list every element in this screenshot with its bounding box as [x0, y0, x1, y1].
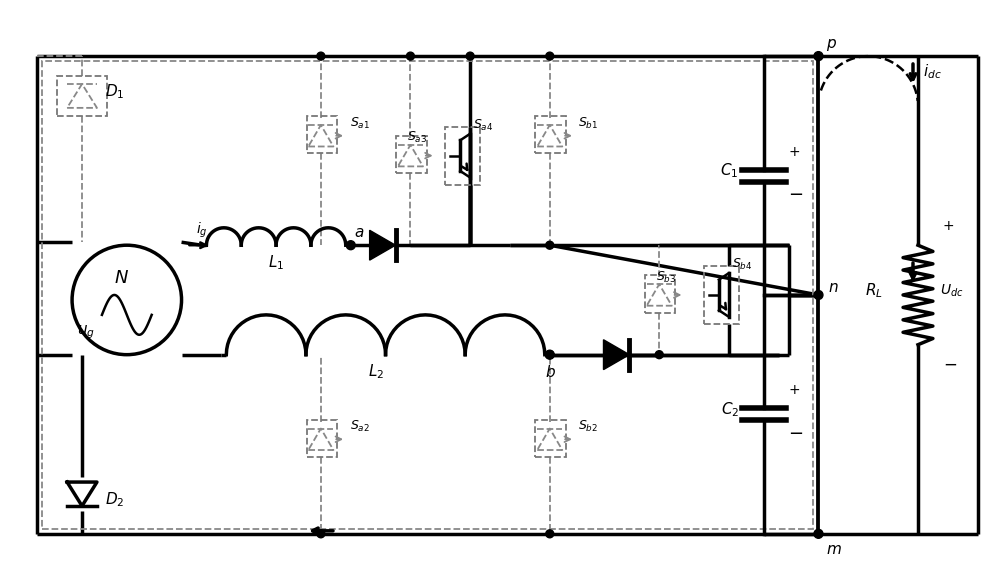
- Text: $S_{b3}$: $S_{b3}$: [656, 270, 677, 285]
- Circle shape: [655, 351, 663, 359]
- Text: $D_1$: $D_1$: [105, 82, 124, 101]
- Text: −: −: [789, 426, 804, 443]
- Circle shape: [317, 52, 325, 60]
- Text: $S_{b4}$: $S_{b4}$: [732, 257, 752, 272]
- Circle shape: [814, 530, 823, 538]
- Bar: [307, 420, 337, 457]
- Circle shape: [546, 351, 554, 359]
- Circle shape: [346, 241, 355, 250]
- Text: $i_{dc}$: $i_{dc}$: [923, 62, 942, 81]
- Circle shape: [814, 52, 823, 60]
- Polygon shape: [603, 340, 629, 370]
- Circle shape: [545, 350, 554, 359]
- Text: $S_{a4}$: $S_{a4}$: [473, 118, 493, 133]
- Polygon shape: [370, 230, 396, 260]
- Text: $C_1$: $C_1$: [720, 162, 739, 180]
- Text: $C_2$: $C_2$: [721, 400, 739, 419]
- Bar: [645, 275, 675, 313]
- Bar: [535, 116, 566, 154]
- Text: $U_{dc}$: $U_{dc}$: [940, 283, 963, 300]
- Bar: [535, 420, 566, 457]
- Text: $S_{a3}$: $S_{a3}$: [407, 131, 428, 145]
- Text: $S_{a1}$: $S_{a1}$: [350, 116, 370, 131]
- Text: +: +: [789, 145, 800, 159]
- Text: $D_2$: $D_2$: [105, 490, 124, 509]
- Bar: [42, 61, 813, 529]
- Bar: [445, 126, 480, 185]
- Circle shape: [406, 52, 414, 60]
- Circle shape: [466, 52, 474, 60]
- Text: −: −: [789, 186, 804, 205]
- Text: $S_{b2}$: $S_{b2}$: [578, 419, 599, 434]
- Text: $L_1$: $L_1$: [268, 253, 284, 272]
- Circle shape: [546, 530, 554, 538]
- Text: $R_L$: $R_L$: [865, 281, 883, 300]
- Text: $p$: $p$: [826, 37, 837, 53]
- Text: $L_2$: $L_2$: [368, 363, 384, 381]
- Circle shape: [814, 290, 823, 300]
- Circle shape: [546, 52, 554, 60]
- Text: $S_{b1}$: $S_{b1}$: [578, 116, 599, 131]
- Bar: [57, 76, 107, 116]
- Text: −: −: [943, 355, 957, 374]
- Bar: [396, 136, 427, 173]
- Text: $b$: $b$: [545, 363, 556, 380]
- Bar: [307, 116, 337, 154]
- Circle shape: [546, 242, 554, 249]
- Text: $m$: $m$: [826, 542, 842, 557]
- Text: $i_g$: $i_g$: [196, 220, 208, 240]
- Text: +: +: [943, 219, 954, 233]
- Text: $N$: $N$: [114, 269, 129, 287]
- Text: $n$: $n$: [828, 280, 839, 295]
- Text: $u_g$: $u_g$: [77, 324, 95, 342]
- Text: $a$: $a$: [354, 225, 364, 240]
- Circle shape: [317, 530, 325, 538]
- Text: +: +: [789, 384, 800, 397]
- Bar: [704, 266, 739, 324]
- Text: $S_{a2}$: $S_{a2}$: [350, 419, 369, 434]
